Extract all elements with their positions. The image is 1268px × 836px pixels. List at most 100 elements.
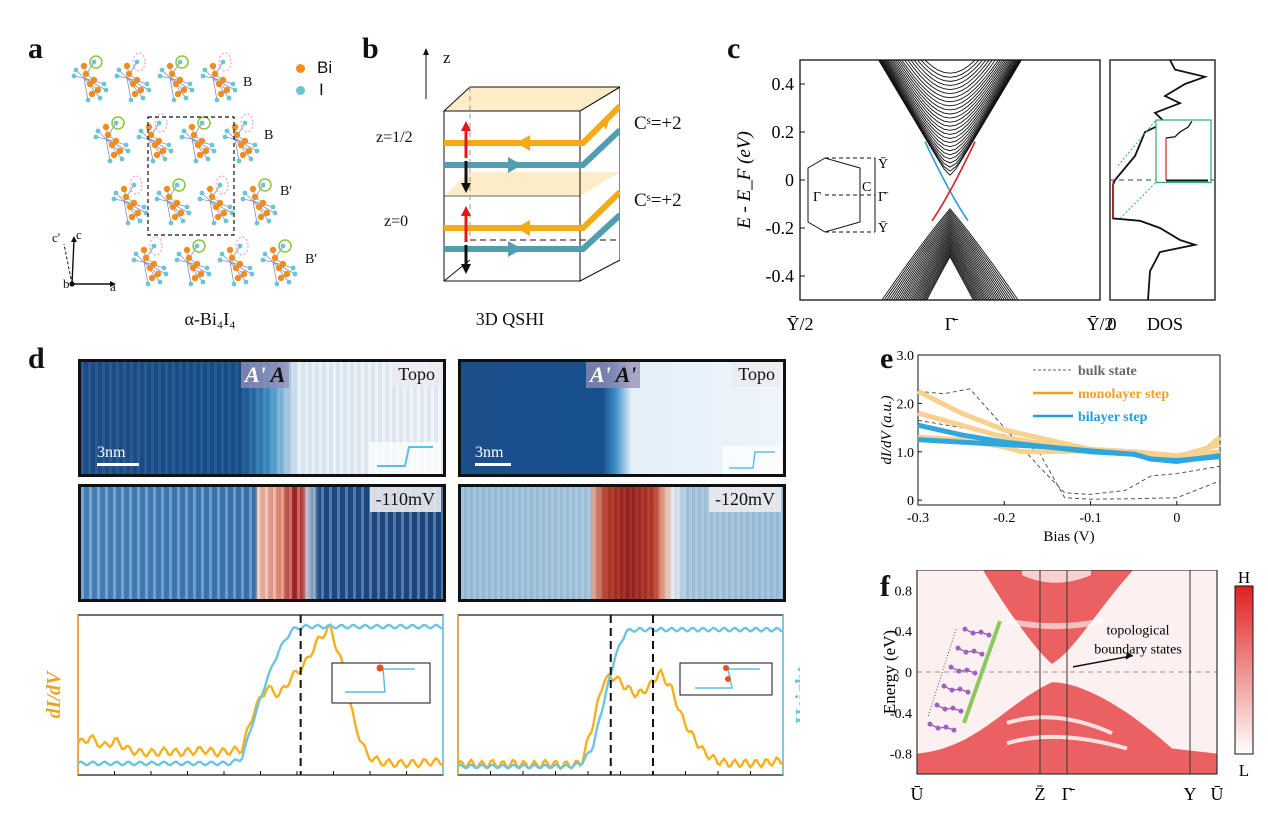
valence-band xyxy=(899,223,1001,300)
spin-down-arrow-upper xyxy=(461,161,471,193)
i-atom xyxy=(125,220,131,226)
bi-atom xyxy=(176,76,184,84)
profile-height-line xyxy=(457,626,784,770)
i-atom xyxy=(199,190,205,196)
highlight-ring xyxy=(132,52,146,72)
conduction-band xyxy=(888,60,1012,131)
didv-map-right: -120mV xyxy=(458,484,786,602)
bi-atom xyxy=(180,86,188,94)
y-tick-label: 0 xyxy=(785,170,794,190)
y-axis-label-didv: dI/dV xyxy=(43,670,65,718)
x-tick-label: Ȳ/2 xyxy=(787,314,814,334)
i-atom xyxy=(95,128,101,134)
bi-atom xyxy=(223,86,231,94)
caption-b: 3D QSHI xyxy=(475,309,545,329)
conduction-band xyxy=(885,60,1015,144)
colorbar-low-label: L xyxy=(1239,761,1249,780)
bi-atom xyxy=(277,274,285,282)
bi-atom xyxy=(219,76,227,84)
bond xyxy=(252,200,258,224)
i-atom xyxy=(166,142,172,148)
i-atom xyxy=(107,158,113,164)
conduction-band xyxy=(899,60,1001,107)
i-atom xyxy=(159,67,165,73)
series-bulk-state-1 xyxy=(917,388,1221,495)
bond xyxy=(209,200,227,222)
bi-atom xyxy=(173,199,181,207)
i-atom xyxy=(254,148,260,154)
panel-label-d: d xyxy=(28,342,45,375)
didv-map-left: -110mV xyxy=(78,484,446,602)
i-atom xyxy=(217,257,223,263)
bi-atom xyxy=(154,270,162,278)
conduction-band xyxy=(880,60,1020,164)
i-atom xyxy=(85,97,91,103)
bond xyxy=(272,261,278,285)
y-tick-label: 2.0 xyxy=(897,397,915,412)
atom xyxy=(941,683,947,689)
conduction-band xyxy=(879,60,1021,168)
conduction-band xyxy=(920,60,980,78)
step-inset-line xyxy=(345,668,415,693)
conduction-band xyxy=(891,60,1009,123)
i-atom xyxy=(187,81,193,87)
atom xyxy=(957,686,963,692)
y-axis-label: E - E_F (eV) xyxy=(734,131,755,230)
bi-atom xyxy=(220,209,228,217)
valence-band xyxy=(913,238,987,300)
bi-atom xyxy=(148,274,156,282)
topo-tag-right: Topo xyxy=(732,362,781,387)
bond xyxy=(148,138,166,160)
bi-atom xyxy=(123,62,131,70)
atom xyxy=(971,648,977,654)
i-atom xyxy=(262,251,268,257)
conduction-band xyxy=(907,60,993,95)
bond xyxy=(83,77,89,101)
i-atom xyxy=(177,59,183,65)
y-tick-label: 0.8 xyxy=(895,584,913,599)
bi-atom xyxy=(122,193,130,201)
i-atom xyxy=(254,220,260,226)
bi-atom xyxy=(174,90,182,98)
edge-state-red xyxy=(931,141,976,222)
i-atom xyxy=(150,158,156,164)
i-atom xyxy=(171,97,177,103)
bond xyxy=(212,77,230,99)
bi-dot-icon xyxy=(296,64,305,73)
i-atom xyxy=(193,158,199,164)
bi-atom xyxy=(234,274,242,282)
band-gap-light xyxy=(1022,570,1091,583)
valence-band xyxy=(904,229,996,300)
bi-atom xyxy=(102,123,110,131)
i-atom xyxy=(194,243,200,249)
x-tick-label: Γ̄ xyxy=(945,314,958,334)
y-axis-label-height: Height xyxy=(792,666,800,724)
bz-y-top: Ȳ xyxy=(878,156,888,172)
bi-atom xyxy=(236,260,244,268)
i-atom xyxy=(180,218,186,224)
bond xyxy=(209,200,215,224)
valence-band xyxy=(917,244,983,300)
bias-tag-right: -120mV xyxy=(709,487,781,512)
spin-up-arrow-upper xyxy=(461,121,471,158)
highlight-ring xyxy=(240,113,254,133)
conduction-band xyxy=(901,60,999,103)
band-gap-light xyxy=(1006,618,1104,630)
bi-atom xyxy=(190,131,198,139)
atom xyxy=(962,626,968,632)
bond xyxy=(148,138,154,162)
valence-band xyxy=(919,246,981,300)
atom xyxy=(970,630,976,636)
i-atom xyxy=(232,87,238,93)
axis-label-b: b xyxy=(63,276,70,291)
bi-atom xyxy=(177,209,185,217)
bi-atom xyxy=(226,246,234,254)
bond xyxy=(143,261,161,283)
highlight-ring xyxy=(215,175,229,195)
valence-band xyxy=(923,252,977,300)
bi-atom xyxy=(183,246,191,254)
bi-atom xyxy=(211,70,219,78)
conduction-band xyxy=(913,60,987,86)
bond xyxy=(229,261,235,285)
highlight-ring xyxy=(89,55,103,69)
